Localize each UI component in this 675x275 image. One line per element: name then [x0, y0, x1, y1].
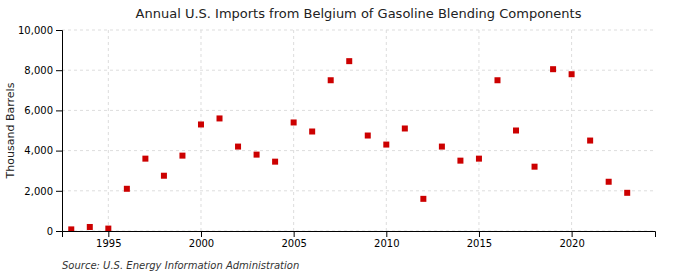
point	[142, 156, 148, 162]
grid-line	[62, 70, 655, 71]
tick: 2010	[374, 231, 399, 249]
tick-label: 1995	[96, 238, 121, 249]
point	[587, 138, 593, 144]
tick-label: 10,000	[18, 25, 53, 36]
grid-line	[478, 30, 479, 231]
tick-mark	[201, 231, 202, 237]
grid-line	[62, 190, 655, 191]
tick-label: 4,000	[24, 145, 53, 156]
tick-label: 8,000	[24, 65, 53, 76]
point	[161, 173, 167, 179]
tick: 1995	[96, 231, 121, 249]
tick-label: 2005	[281, 238, 306, 249]
point	[124, 186, 130, 192]
points	[68, 58, 630, 231]
point	[569, 71, 575, 77]
axis-line	[63, 232, 656, 238]
tick-mark	[386, 231, 387, 237]
point	[513, 128, 519, 134]
point	[235, 144, 241, 150]
point	[476, 156, 482, 162]
point	[179, 153, 185, 159]
grid-line	[108, 30, 109, 231]
tick: 2,000	[24, 186, 62, 197]
point	[420, 196, 426, 202]
tick-label: 2015	[467, 238, 492, 249]
grid-line	[200, 30, 201, 231]
tick: 2005	[281, 231, 306, 249]
tick-mark	[56, 231, 62, 232]
tick-mark	[56, 191, 62, 192]
tick-mark	[56, 30, 62, 31]
tick-mark	[572, 231, 573, 237]
point	[439, 144, 445, 150]
point	[254, 152, 260, 158]
tick-label: 6,000	[24, 105, 53, 116]
point	[624, 190, 630, 196]
point	[291, 119, 297, 125]
tick-mark	[479, 231, 480, 237]
point	[606, 179, 612, 185]
point	[457, 158, 463, 164]
tick-mark	[56, 70, 62, 71]
point	[272, 159, 278, 165]
grid-line	[571, 30, 572, 231]
tick-label: 2020	[559, 238, 584, 249]
point	[402, 125, 408, 131]
grid-line	[62, 150, 655, 151]
point	[105, 226, 111, 231]
tick: 2015	[467, 231, 492, 249]
grid	[62, 30, 655, 231]
y-axis: 0 2,000 4,000 6,000 8,000 10,000	[18, 25, 63, 237]
tick: 2020	[559, 231, 584, 249]
x-axis: 1995 2000 2005 2010 2015 2020	[63, 231, 656, 249]
point	[309, 129, 315, 135]
grid-line	[62, 110, 655, 111]
point	[550, 66, 556, 72]
tick-mark	[294, 231, 295, 237]
point	[328, 77, 334, 83]
point	[346, 58, 352, 64]
chart: 1995 2000 2005 2010 2015 2020 0 2,000 4,000 6,000…	[0, 0, 675, 275]
tick-label: 0	[47, 226, 53, 237]
tick-label: 2000	[189, 238, 214, 249]
grid-line	[62, 30, 655, 31]
title: Annual U.S. Imports from Belgium of Gaso…	[136, 6, 582, 21]
tick: 2000	[189, 231, 214, 249]
source: Source: U.S. Energy Information Administ…	[62, 260, 299, 271]
tick-mark	[108, 231, 109, 237]
point	[87, 224, 93, 230]
tick-mark	[56, 110, 62, 111]
point	[365, 133, 371, 139]
point	[198, 121, 204, 127]
point	[494, 77, 500, 83]
tick: 8,000	[24, 65, 62, 76]
point	[68, 226, 74, 231]
tick: 10,000	[18, 25, 62, 36]
y-axis-title: Thousand Barrels	[4, 82, 17, 179]
tick: 0	[47, 226, 62, 237]
tick-label: 2010	[374, 238, 399, 249]
tick-label: 2,000	[24, 186, 53, 197]
tick-mark	[56, 151, 62, 152]
point	[383, 142, 389, 148]
grid-line	[386, 30, 387, 231]
tick: 4,000	[24, 145, 62, 156]
point	[217, 115, 223, 121]
axis-line	[56, 31, 63, 232]
point	[532, 164, 538, 170]
grid-line	[293, 30, 294, 231]
plot-area: 1995 2000 2005 2010 2015 2020 0 2,000 4,000 6,000…	[18, 25, 656, 249]
tick: 6,000	[24, 105, 62, 116]
